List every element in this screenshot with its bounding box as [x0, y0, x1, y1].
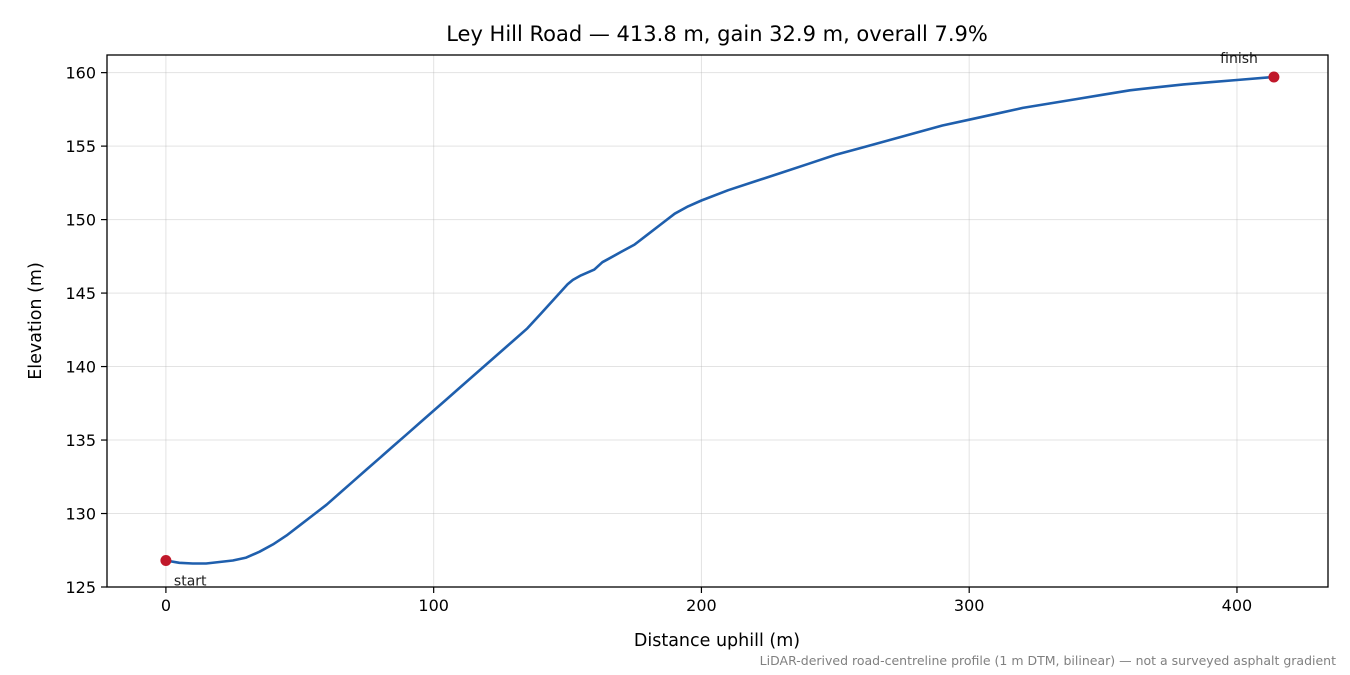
footnote: LiDAR-derived road-centreline profile (1… — [760, 653, 1336, 668]
x-axis-ticks: 0 100 200 300 400 — [161, 587, 1252, 615]
endpoint-label: start — [174, 574, 207, 590]
y-tick-label: 130 — [65, 505, 96, 524]
y-tick-label: 140 — [65, 358, 96, 377]
y-tick-label: 145 — [65, 284, 96, 303]
plot-background — [107, 55, 1328, 587]
plot-frame — [106, 54, 1329, 588]
y-tick-label: 125 — [65, 578, 96, 597]
x-tick-label: 0 — [161, 596, 171, 615]
x-axis-label: Distance uphill (m) — [634, 631, 800, 651]
x-tick-label: 300 — [954, 596, 985, 615]
chart-title: Ley Hill Road — 413.8 m, gain 32.9 m, ov… — [446, 22, 988, 46]
y-tick-label: 160 — [65, 64, 96, 83]
x-tick-label: 200 — [686, 596, 717, 615]
y-tick-label: 150 — [65, 211, 96, 230]
y-tick-label: 135 — [65, 431, 96, 450]
endpoint-marker — [1268, 71, 1280, 83]
x-tick-label: 100 — [418, 596, 449, 615]
endpoint-label: finish — [1220, 51, 1258, 67]
y-axis-ticks: 125 130 135 140 145 150 155 160 — [65, 64, 107, 597]
y-tick-label: 155 — [65, 137, 96, 156]
y-axis-label: Elevation (m) — [26, 262, 46, 380]
elevation-line — [164, 75, 1276, 565]
x-tick-label: 400 — [1222, 596, 1253, 615]
endpoint-marker — [160, 555, 172, 567]
